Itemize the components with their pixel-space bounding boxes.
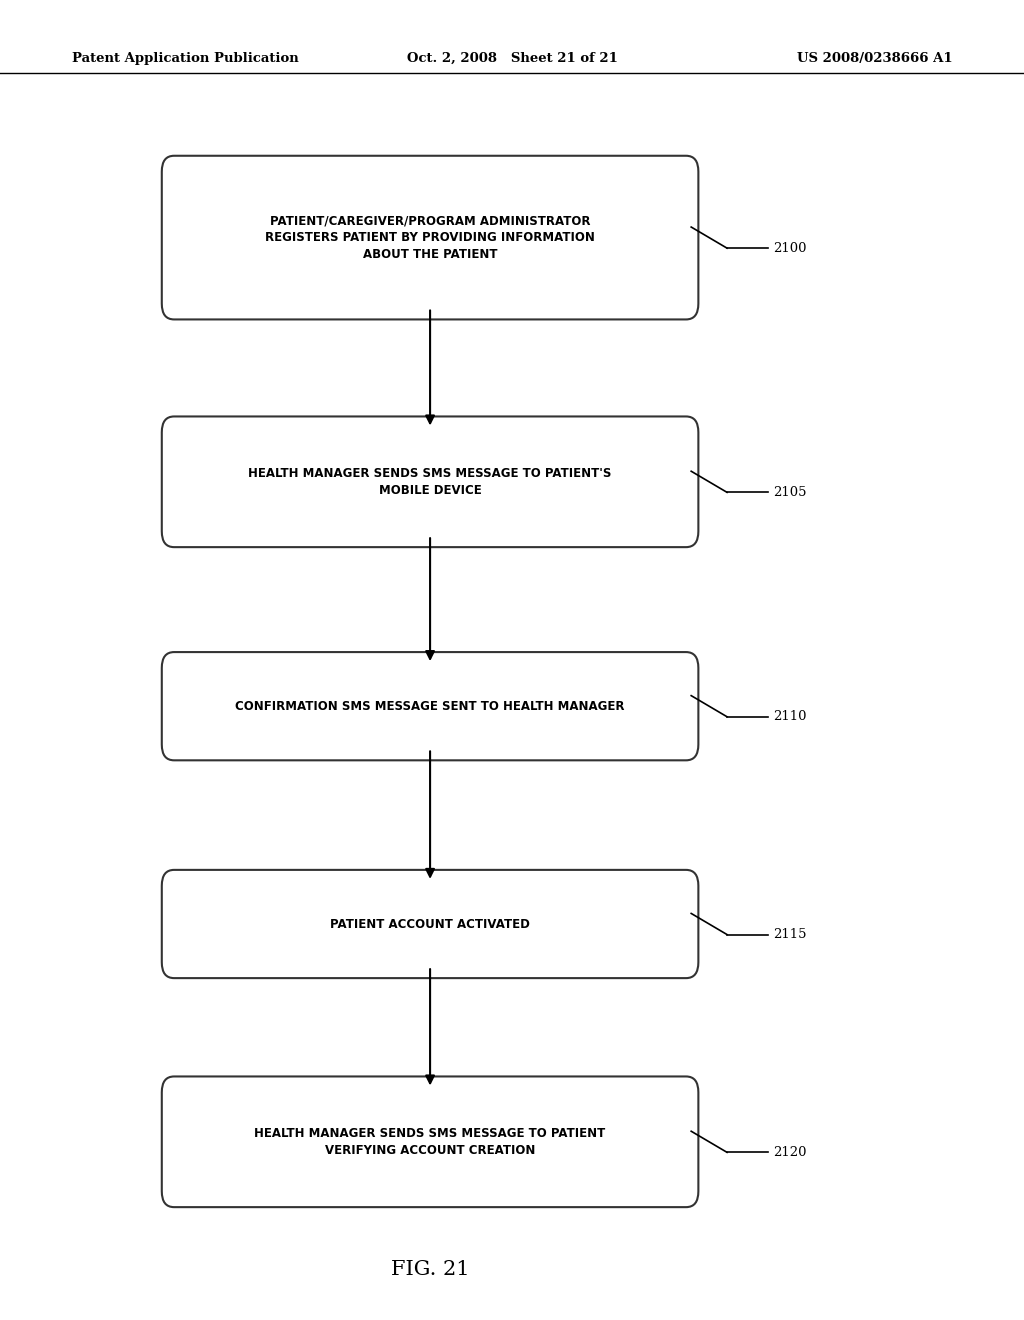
FancyBboxPatch shape (162, 652, 698, 760)
Text: PATIENT/CAREGIVER/PROGRAM ADMINISTRATOR
REGISTERS PATIENT BY PROVIDING INFORMATI: PATIENT/CAREGIVER/PROGRAM ADMINISTRATOR … (265, 214, 595, 261)
Text: 2100: 2100 (773, 242, 807, 255)
Text: 2105: 2105 (773, 486, 807, 499)
Text: 2120: 2120 (773, 1146, 807, 1159)
Text: Oct. 2, 2008   Sheet 21 of 21: Oct. 2, 2008 Sheet 21 of 21 (407, 51, 617, 65)
Text: 2110: 2110 (773, 710, 807, 723)
FancyBboxPatch shape (162, 870, 698, 978)
Text: 2115: 2115 (773, 928, 807, 941)
FancyBboxPatch shape (162, 1077, 698, 1206)
Text: FIG. 21: FIG. 21 (391, 1261, 469, 1279)
Text: US 2008/0238666 A1: US 2008/0238666 A1 (797, 51, 952, 65)
Text: Patent Application Publication: Patent Application Publication (72, 51, 298, 65)
Text: PATIENT ACCOUNT ACTIVATED: PATIENT ACCOUNT ACTIVATED (330, 917, 530, 931)
Text: HEALTH MANAGER SENDS SMS MESSAGE TO PATIENT'S
MOBILE DEVICE: HEALTH MANAGER SENDS SMS MESSAGE TO PATI… (249, 467, 611, 496)
Text: HEALTH MANAGER SENDS SMS MESSAGE TO PATIENT
VERIFYING ACCOUNT CREATION: HEALTH MANAGER SENDS SMS MESSAGE TO PATI… (254, 1127, 606, 1156)
Text: CONFIRMATION SMS MESSAGE SENT TO HEALTH MANAGER: CONFIRMATION SMS MESSAGE SENT TO HEALTH … (236, 700, 625, 713)
FancyBboxPatch shape (162, 417, 698, 546)
FancyBboxPatch shape (162, 156, 698, 319)
